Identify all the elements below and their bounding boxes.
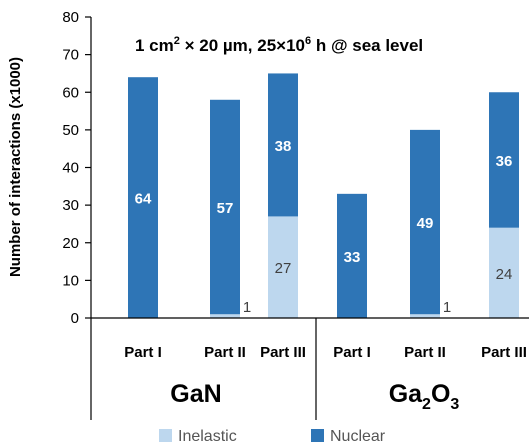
y-tick-label: 60 (62, 84, 79, 101)
category-label: Part III (481, 344, 527, 361)
data-label-inelastic: 27 (275, 260, 292, 277)
bar-nuclear (268, 73, 298, 217)
data-label-nuclear: 33 (344, 249, 361, 266)
bar-nuclear (410, 129, 440, 315)
bar-inelastic (210, 314, 240, 318)
y-tick-label: 30 (62, 197, 79, 214)
y-tick-label: 10 (62, 272, 79, 289)
category-label: Part II (404, 344, 446, 361)
bar-nuclear (128, 77, 158, 318)
bars-layer: 64 57 1 38 27 33 49 1 36 24 (128, 73, 519, 318)
bar-inelastic (268, 216, 298, 318)
group-label-ga2o3: Ga2O3 (389, 380, 460, 413)
data-label-nuclear: 57 (217, 200, 234, 217)
data-label-nuclear: 49 (417, 215, 434, 232)
group-label-gan: GaN (170, 380, 221, 408)
data-label-nuclear: 38 (275, 138, 292, 155)
category-label: Part I (124, 344, 162, 361)
legend-swatch-nuclear (311, 429, 324, 442)
bar-inelastic (410, 314, 440, 318)
data-label-inelastic: 1 (443, 299, 451, 316)
category-label: Part II (204, 344, 246, 361)
bar-nuclear (210, 99, 240, 315)
category-label: Part I (333, 344, 371, 361)
y-tick-label: 0 (71, 310, 79, 327)
bar-nuclear (489, 92, 519, 228)
y-tick-label: 50 (62, 122, 79, 139)
data-label-nuclear: 36 (496, 153, 513, 170)
legend-label-nuclear: Nuclear (330, 428, 386, 445)
legend-swatch-inelastic (159, 429, 172, 442)
legend-label-inelastic: Inelastic (178, 428, 237, 445)
bar-nuclear (337, 193, 367, 318)
data-label-inelastic: 24 (496, 266, 513, 283)
y-tick-label: 40 (62, 160, 79, 177)
y-tick-label: 70 (62, 47, 79, 64)
data-label-inelastic: 1 (243, 299, 251, 316)
chart-title: 1 cm2 × 20 µm, 25×106 h @ sea level (135, 35, 423, 55)
bar-inelastic (489, 227, 519, 318)
y-axis-label: Number of interactions (x1000) (7, 57, 24, 277)
category-label: Part III (260, 344, 306, 361)
axes-layer: 0 10 20 30 40 50 60 70 80 Part I Part II Part III Pa… (62, 9, 529, 420)
y-tick-label: 20 (62, 235, 79, 252)
legend: Inelastic Nuclear (159, 428, 386, 445)
data-label-nuclear: 64 (135, 191, 152, 208)
y-tick-label: 80 (62, 9, 79, 26)
